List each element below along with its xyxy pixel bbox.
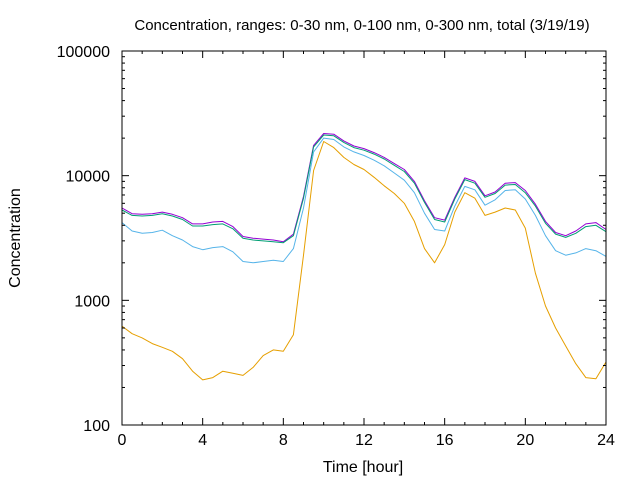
- series-line-1: [121, 133, 607, 243]
- plot-frame: [121, 50, 607, 426]
- series-layer: [121, 133, 607, 381]
- x-tick-label: 8: [279, 432, 288, 449]
- y-tick-label: 1000: [74, 293, 110, 310]
- x-tick-label: 16: [436, 432, 454, 449]
- series-line-4: [121, 141, 607, 381]
- series-line-3: [121, 137, 607, 264]
- y-tick-label: 10000: [66, 169, 111, 186]
- x-tick-label: 24: [597, 432, 615, 449]
- series-line-2: [121, 134, 607, 244]
- x-axis-title: Time [hour]: [323, 459, 403, 476]
- x-tick-label: 4: [198, 432, 207, 449]
- y-tick-label: 100: [83, 418, 110, 435]
- y-tick-label: 100000: [57, 44, 110, 61]
- chart-title: Concentration, ranges: 0-30 nm, 0-100 nm…: [134, 17, 589, 34]
- x-tick-label: 20: [516, 432, 534, 449]
- axis-layer: 0 4 8 12 16 20 24 100 1000 10000 100000: [57, 44, 615, 449]
- y-axis-title: Concentration: [7, 188, 24, 288]
- x-tick-label: 12: [355, 432, 373, 449]
- x-tick-label: 0: [118, 432, 127, 449]
